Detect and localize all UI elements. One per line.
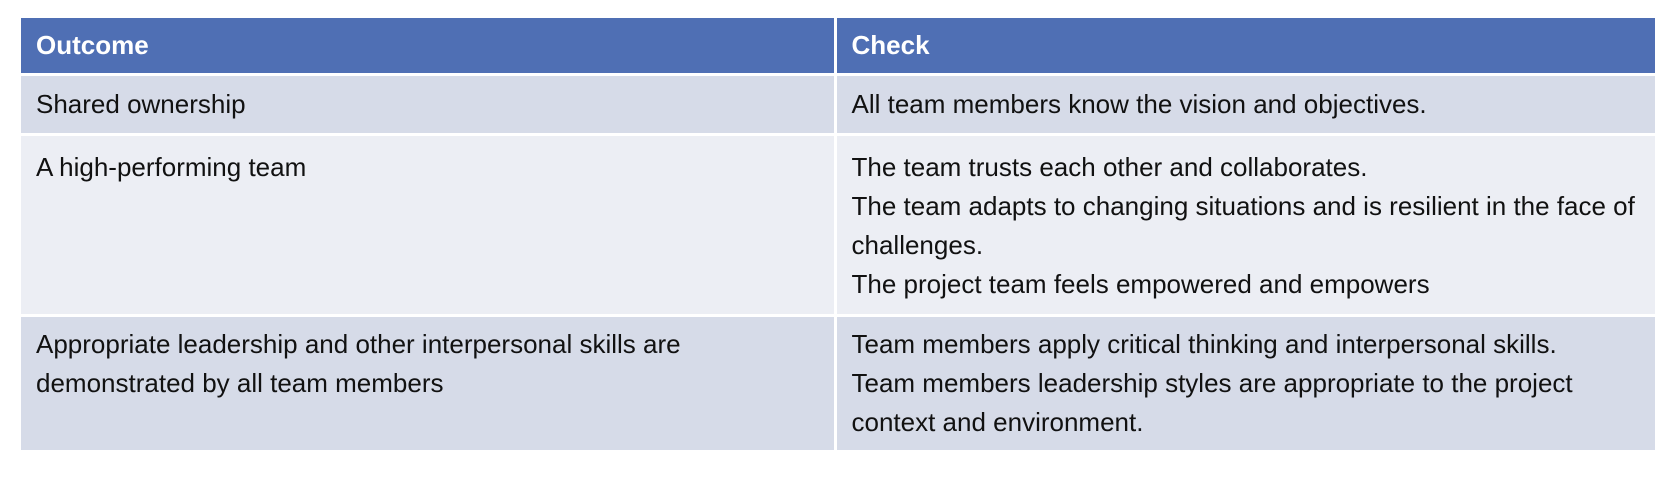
table-row: Appropriate leadership and other interpe… <box>21 314 1655 450</box>
check-item: All team members know the vision and obj… <box>851 89 1427 119</box>
outcome-cell: Shared ownership <box>21 73 835 135</box>
outcome-cell: Appropriate leadership and other interpe… <box>21 314 835 450</box>
outcome-check-table: Outcome Check Shared ownership All team … <box>21 18 1655 450</box>
outcome-cell: A high-performing team <box>21 133 835 316</box>
check-cell: The team trusts each other and collabora… <box>833 133 1655 316</box>
header-check: Check <box>833 18 1655 75</box>
header-outcome: Outcome <box>21 18 835 75</box>
check-item: The project team feels empowered and emp… <box>851 269 1430 299</box>
table-row: Shared ownership All team members know t… <box>21 73 1655 135</box>
check-cell: All team members know the vision and obj… <box>833 73 1655 135</box>
check-item: Team members apply critical thinking and… <box>851 329 1557 359</box>
check-item: The team adapts to changing situations a… <box>851 191 1635 260</box>
outcome-check-table-container: Outcome Check Shared ownership All team … <box>21 18 1655 450</box>
check-item: Team members leadership styles are appro… <box>851 368 1573 437</box>
check-item: The team trusts each other and collabora… <box>851 152 1368 182</box>
table-row: A high-performing team The team trusts e… <box>21 133 1655 316</box>
table-header-row: Outcome Check <box>21 18 1655 75</box>
check-cell: Team members apply critical thinking and… <box>833 314 1655 450</box>
